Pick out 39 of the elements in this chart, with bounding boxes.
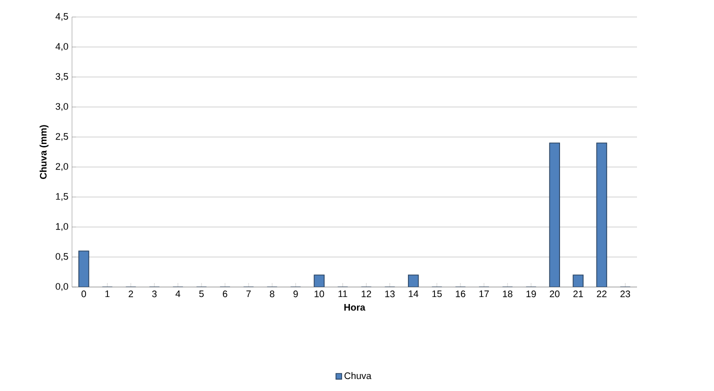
x-tick-label: 11	[338, 290, 348, 298]
x-tick-label: 19	[526, 290, 536, 298]
x-tick-label: 0	[82, 290, 86, 298]
x-tick-label: 16	[456, 290, 466, 298]
x-tick-label: 12	[362, 290, 372, 298]
x-tick-label: 23	[620, 290, 630, 298]
x-tick-label: 4	[176, 290, 180, 298]
bar	[78, 250, 90, 287]
x-tick-label: 10	[314, 290, 324, 298]
x-tick-label: 20	[550, 290, 560, 298]
x-tick-label: 14	[408, 290, 418, 298]
y-tick-label: 4,0	[56, 43, 68, 51]
y-tick-label: 1,5	[56, 193, 68, 201]
y-tick-label: 2,5	[56, 133, 68, 141]
x-axis-title: Hora	[344, 304, 366, 311]
x-tick-label: 6	[222, 290, 228, 298]
y-tick-label: 3,5	[56, 73, 68, 81]
x-tick-label: 9	[293, 290, 298, 298]
y-axis-title: Chuva (mm)	[40, 125, 48, 179]
legend-label: Chuva	[344, 372, 372, 380]
x-tick-label: 8	[270, 290, 274, 298]
x-tick-label: 7	[246, 290, 251, 298]
x-tick-label: 15	[432, 290, 442, 298]
y-tick-label: 3,0	[56, 103, 68, 111]
x-tick-label: 21	[573, 290, 583, 298]
x-tick-label: 13	[385, 290, 395, 298]
x-tick-label: 18	[502, 290, 512, 298]
bar	[596, 142, 608, 287]
y-tick-label: 2,0	[56, 163, 68, 171]
x-tick-label: 3	[152, 290, 157, 298]
x-tick-label: 22	[596, 290, 606, 298]
x-tick-label: 1	[105, 290, 110, 298]
y-tick-label: 4,5	[56, 13, 68, 21]
x-tick-label: 17	[479, 290, 489, 298]
y-tick-label: 1,0	[56, 223, 68, 231]
x-tick-label: 5	[199, 290, 204, 298]
y-tick-label: 0,0	[56, 283, 68, 291]
y-tick-label: 0,5	[56, 253, 68, 261]
x-tick-label: 2	[128, 290, 134, 298]
